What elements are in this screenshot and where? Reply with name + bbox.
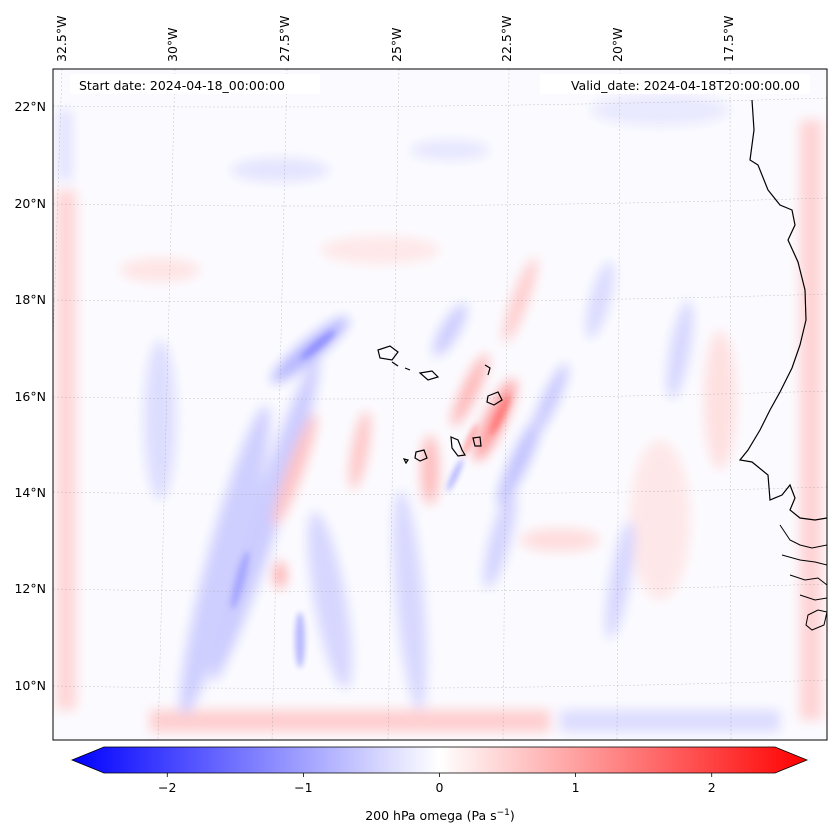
lat-label: 10°N bbox=[14, 678, 46, 693]
africa-coastline bbox=[738, 99, 827, 521]
colorbar-label: 200 hPa omega (Pa s−1) bbox=[365, 808, 515, 823]
colorbar-tick-label: −1 bbox=[294, 780, 312, 795]
longitude-labels: 32.5°W 30°W 27.5°W 25°W 22.5°W 20°W 17.5… bbox=[54, 16, 736, 62]
map-frame bbox=[52, 68, 828, 741]
lon-label: 30°W bbox=[165, 27, 180, 62]
valid-date-label: Valid_date: 2024-04-18T20:00:00.00 bbox=[571, 78, 800, 93]
lat-label: 12°N bbox=[14, 581, 46, 596]
colorbar-tick-label: 0 bbox=[436, 780, 444, 795]
lat-label: 14°N bbox=[14, 485, 46, 500]
omega-field bbox=[53, 69, 827, 740]
start-date-label: Start date: 2024-04-18_00:00:00 bbox=[79, 78, 285, 93]
lon-label: 17.5°W bbox=[721, 16, 736, 62]
lat-label: 16°N bbox=[14, 389, 46, 404]
colorbar-ticks: −2 −1 0 1 2 bbox=[158, 773, 716, 795]
colorbar-tick-label: 1 bbox=[572, 780, 580, 795]
lat-label: 22°N bbox=[14, 99, 46, 114]
lon-label: 27.5°W bbox=[277, 16, 292, 62]
latitude-labels: 22°N 20°N 18°N 16°N 14°N 12°N 10°N bbox=[14, 99, 46, 693]
lon-label: 32.5°W bbox=[54, 16, 69, 62]
lon-label: 22.5°W bbox=[499, 16, 514, 62]
lat-label: 18°N bbox=[14, 292, 46, 307]
lon-label: 20°W bbox=[610, 27, 625, 62]
lon-label: 25°W bbox=[389, 27, 404, 62]
colorbar: −2 −1 0 1 2 200 hPa omega (Pa s−1) bbox=[70, 746, 809, 823]
colorbar-tick-label: 2 bbox=[708, 780, 716, 795]
cabo-verde-islands bbox=[377, 345, 503, 465]
colorbar-tick-label: −2 bbox=[158, 780, 176, 795]
lat-label: 20°N bbox=[14, 196, 46, 211]
colorbar-bar bbox=[70, 746, 809, 774]
